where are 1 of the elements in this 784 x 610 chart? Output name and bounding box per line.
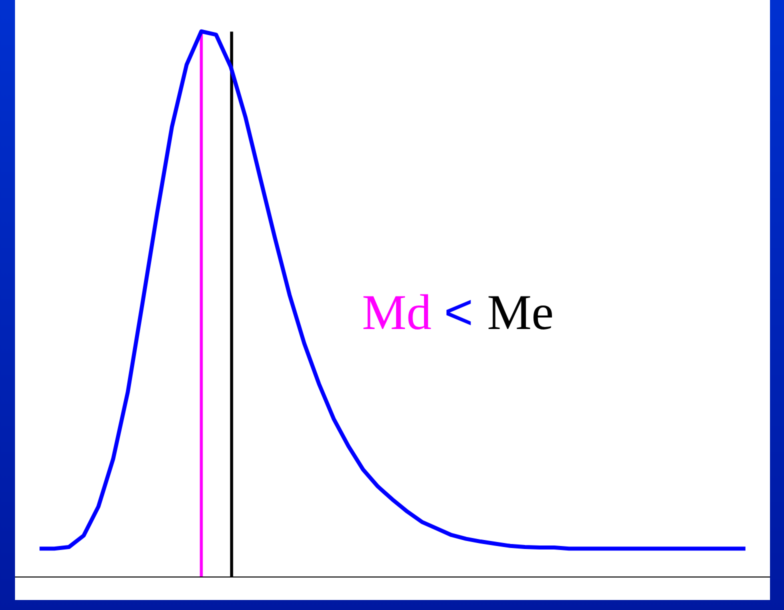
annotation: Md < Me (362, 284, 554, 340)
